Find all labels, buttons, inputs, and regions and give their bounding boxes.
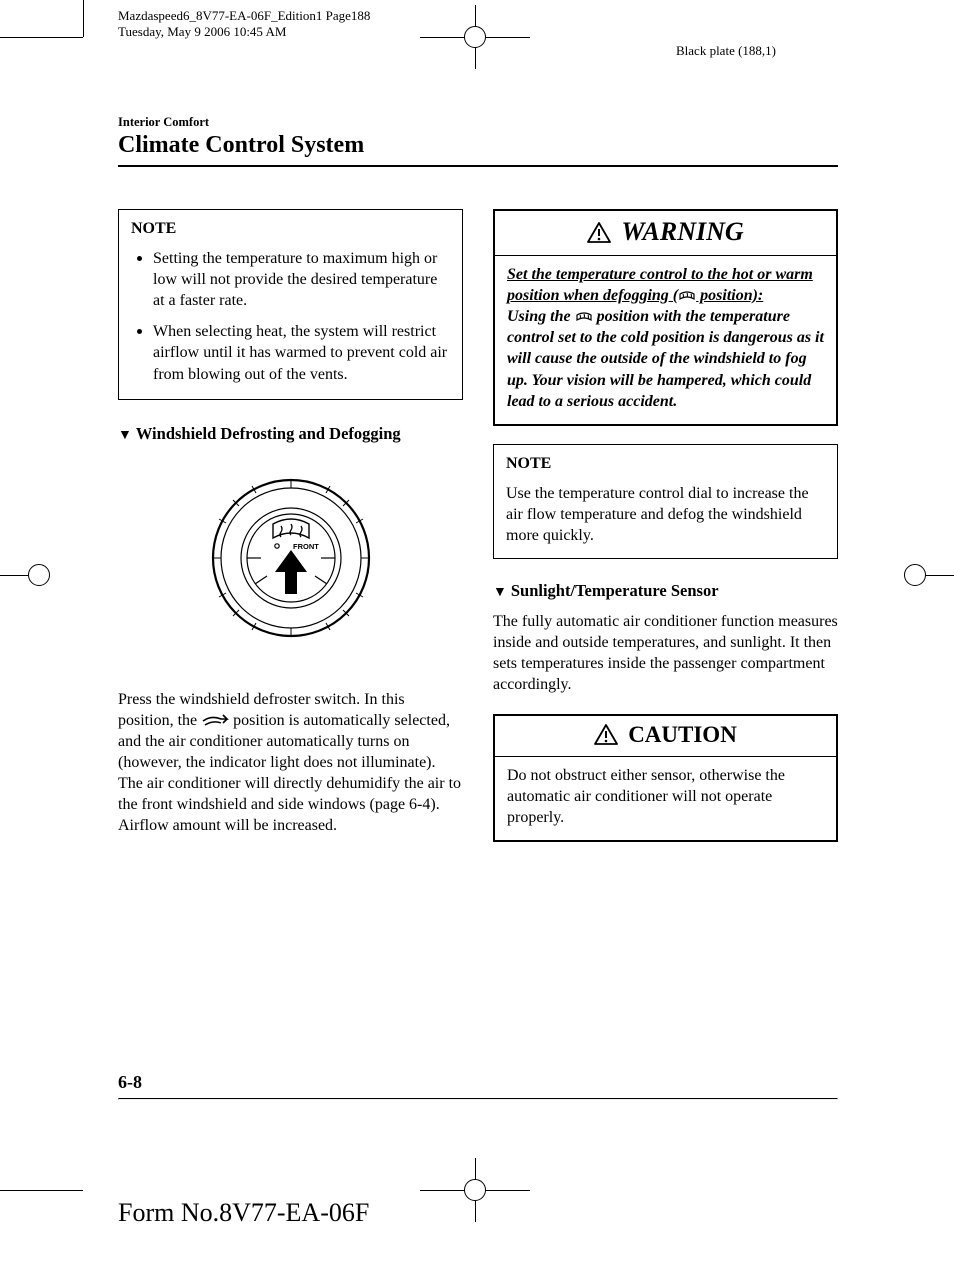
page-number: 6-8 [118,1072,142,1093]
list-item: Setting the temperature to maximum high … [131,248,450,311]
form-number: Form No.8V77-EA-06F [118,1198,369,1228]
caution-label: CAUTION [628,722,737,748]
note-box: NOTE Setting the temperature to maximum … [118,209,463,400]
list-item: When selecting heat, the system will res… [131,321,450,384]
defroster-dial-icon: FRONT [201,468,381,648]
chapter-label: Interior Comfort [118,115,838,130]
warning-box: WARNING Set the temperature control to t… [493,209,838,426]
note-box-2: NOTE Use the temperature control dial to… [493,444,838,559]
section-title: Climate Control System [118,132,838,159]
note-body-2: Use the temperature control dial to incr… [506,483,825,546]
warning-head: WARNING [495,211,836,256]
footer-rule [118,1098,838,1100]
crop-mark [83,0,84,37]
note-list: Setting the temperature to maximum high … [131,248,450,385]
doc-metadata: Mazdaspeed6_8V77-EA-06F_Edition1 Page188… [118,8,370,41]
defrost-inline-icon [678,290,696,302]
note-title: NOTE [131,220,450,238]
dial-front-label: FRONT [293,542,319,551]
sensor-body-text: The fully automatic air conditioner func… [493,611,838,695]
triangle-icon: ▼ [118,428,132,444]
subheading-text: Windshield Defrosting and Defogging [136,424,401,443]
left-column: NOTE Setting the temperature to maximum … [118,209,463,860]
warning-triangle-icon [587,222,611,243]
doc-meta-line2: Tuesday, May 9 2006 10:45 AM [118,24,370,40]
warning-heading-part1: Set the temperature control to the hot o… [507,266,813,304]
registration-mark [904,564,926,586]
crop-mark [0,37,83,38]
crop-mark [0,1190,83,1191]
plate-label: Black plate (188,1) [676,43,776,59]
warning-body: Set the temperature control to the hot o… [495,256,836,424]
warning-label: WARNING [621,217,743,247]
defrost-body-text: Press the windshield defroster switch. I… [118,689,463,837]
subheading-sensor-text: Sunlight/Temperature Sensor [511,581,719,600]
caution-head: CAUTION [495,716,836,757]
page-content: Interior Comfort Climate Control System … [118,115,838,860]
note-title-2: NOTE [506,455,825,473]
registration-mark [464,1179,486,1201]
doc-meta-line1: Mazdaspeed6_8V77-EA-06F_Edition1 Page188 [118,8,370,24]
subheading-sensor: ▼Sunlight/Temperature Sensor [493,581,838,601]
airflow-icon [201,713,229,727]
right-column: WARNING Set the temperature control to t… [493,209,838,860]
warning-heading-part2: position): [696,287,763,304]
subheading-defrost: ▼Windshield Defrosting and Defogging [118,424,463,444]
body-part2: position is automatically selected, and … [118,712,461,835]
registration-mark [28,564,50,586]
defrost-inline-icon [575,311,593,323]
defroster-dial-figure: FRONT [118,468,463,653]
two-column-layout: NOTE Setting the temperature to maximum … [118,209,838,860]
warning-triangle-icon [594,724,618,745]
triangle-icon: ▼ [493,585,507,601]
warning-body-part1: Using the [507,308,575,325]
caution-body: Do not obstruct either sensor, otherwise… [495,757,836,840]
title-rule [118,165,838,167]
registration-mark [464,26,486,48]
caution-box: CAUTION Do not obstruct either sensor, o… [493,714,838,842]
